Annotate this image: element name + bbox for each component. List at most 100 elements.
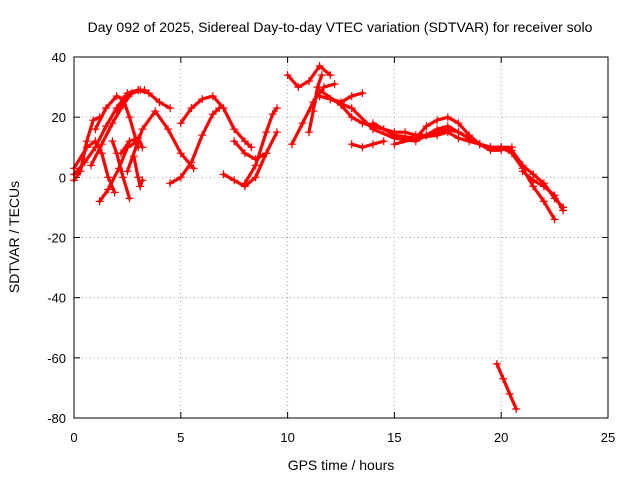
series-line [221,130,279,188]
series-line [232,139,268,161]
plot-frame [73,56,609,419]
series-line [307,73,324,134]
data-point-marker [411,134,420,143]
data-point-marker [108,137,117,146]
data-point-marker [219,104,228,113]
data-point-marker [298,119,307,128]
data-point-marker [136,182,145,191]
data-point-marker [443,128,452,137]
series-track-16 [240,104,281,188]
series-line [179,94,253,149]
x-tick-label: 25 [601,430,615,445]
data-point-marker [208,110,217,119]
data-point-marker [108,119,117,128]
data-point-marker [138,176,147,185]
data-point-marker [326,71,335,80]
x-axis-label: GPS time / hours [288,457,395,473]
data-point-marker [443,113,452,122]
series-track-5 [91,92,143,152]
x-tick-label: 5 [177,430,184,445]
data-point-marker [287,140,296,149]
data-point-marker [110,188,119,197]
data-point-marker [95,197,104,206]
axis-ticks: 0 5 10 15 20 25 -80 -60 -40 -20 0 20 40 [47,50,615,445]
y-tick-label: 0 [59,170,66,185]
data-point-marker [125,113,134,122]
data-point-marker [102,122,110,131]
data-point-marker [475,140,484,149]
series-track-14 [219,128,281,191]
data-point-marker [283,71,292,80]
data-point-marker [390,140,399,149]
data-point-marker [507,149,516,158]
data-point-marker [272,128,281,137]
data-point-marker [315,86,324,95]
data-point-marker [82,143,91,152]
data-point-marker [87,161,96,170]
y-tick-label: -40 [47,291,66,306]
y-tick-label: -20 [47,231,66,246]
data-point-marker [369,140,377,149]
data-point-marker [262,149,271,158]
series-track-12 [166,104,224,188]
data-point-marker [347,104,356,113]
data-point-marker [102,104,110,113]
data-point-marker [454,119,463,128]
data-point-marker [166,104,175,113]
data-point-marker [151,107,160,116]
data-point-marker [305,128,313,137]
data-point-marker [189,164,198,173]
data-point-marker [155,98,164,107]
series-line [350,139,386,149]
series-track-13 [176,92,256,152]
data-point-marker [164,125,172,134]
x-tick-label: 15 [387,430,401,445]
data-point-marker [539,182,548,191]
data-point-marker [505,389,514,398]
data-point-marker [112,107,121,116]
y-tick-label: -80 [47,411,66,426]
data-point-marker [187,158,196,167]
data-point-marker [401,128,410,137]
data-point-marker [465,131,474,140]
series-track-11 [123,107,198,176]
x-tick-label: 20 [494,430,508,445]
data-point-marker [91,137,100,146]
data-point-marker [315,62,324,70]
data-point-marker [550,215,559,224]
data-point-marker [347,140,356,149]
data-point-marker [198,95,207,104]
data-point-marker [134,86,143,95]
series-line [132,154,144,188]
data-point-marker [454,134,463,143]
data-point-marker [433,131,442,140]
data-point-marker [138,143,147,152]
data-point-marker [251,173,260,182]
series-line [125,109,196,173]
y-tick-label: -60 [47,351,66,366]
data-point-marker [330,80,339,89]
data-point-marker [326,95,335,104]
data-point-marker [294,83,303,92]
data-point-marker [125,137,134,146]
data-point-marker [240,179,249,188]
data-point-marker [208,92,217,101]
data-point-marker [230,176,239,185]
data-point-marker [97,149,106,158]
series-track-23 [347,137,388,152]
grid-lines [74,57,608,418]
series-track-17 [283,62,335,92]
data-point-marker [317,71,326,80]
data-point-marker [390,131,399,140]
data-point-marker [123,167,132,176]
data-point-marker [539,197,548,206]
series-track-26 [497,143,559,224]
data-point-marker [176,119,185,128]
data-point-marker [497,143,506,152]
series-line [495,362,518,411]
data-point-marker [262,128,271,137]
data-point-marker [230,125,239,134]
data-series [70,62,568,413]
data-point-marker [97,140,106,149]
data-point-marker [422,122,431,131]
